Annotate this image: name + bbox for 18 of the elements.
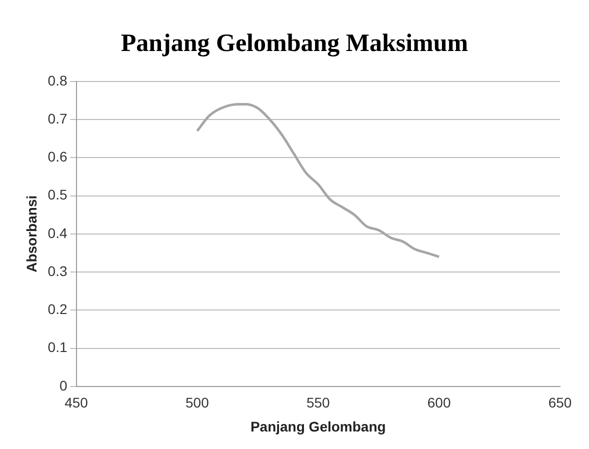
chart-title: Panjang Gelombang Maksimum: [120, 30, 470, 58]
x-tick-label: 550: [306, 394, 330, 411]
y-tick-label: 0.7: [48, 110, 68, 126]
y-tick-label: 0.8: [48, 72, 68, 88]
x-tick-label: 500: [186, 394, 210, 411]
x-axis-title: Panjang Gelombang: [250, 418, 386, 434]
y-tick-label: 0.6: [48, 148, 68, 165]
x-tick-label: 650: [548, 394, 572, 411]
x-tick-label: 450: [64, 394, 88, 411]
x-tick-label: 600: [427, 394, 451, 411]
y-tick-label: 0.5: [48, 186, 68, 203]
line-series: [196, 103, 440, 258]
y-tick-label: 0.2: [48, 301, 68, 318]
y-tick-label: 0.4: [48, 224, 68, 241]
y-tick-label: 0.1: [48, 339, 68, 356]
y-axis-title: Absorbansi: [23, 195, 40, 272]
y-tick-label: 0.3: [48, 262, 68, 279]
y-tick-label: 0: [59, 377, 68, 394]
